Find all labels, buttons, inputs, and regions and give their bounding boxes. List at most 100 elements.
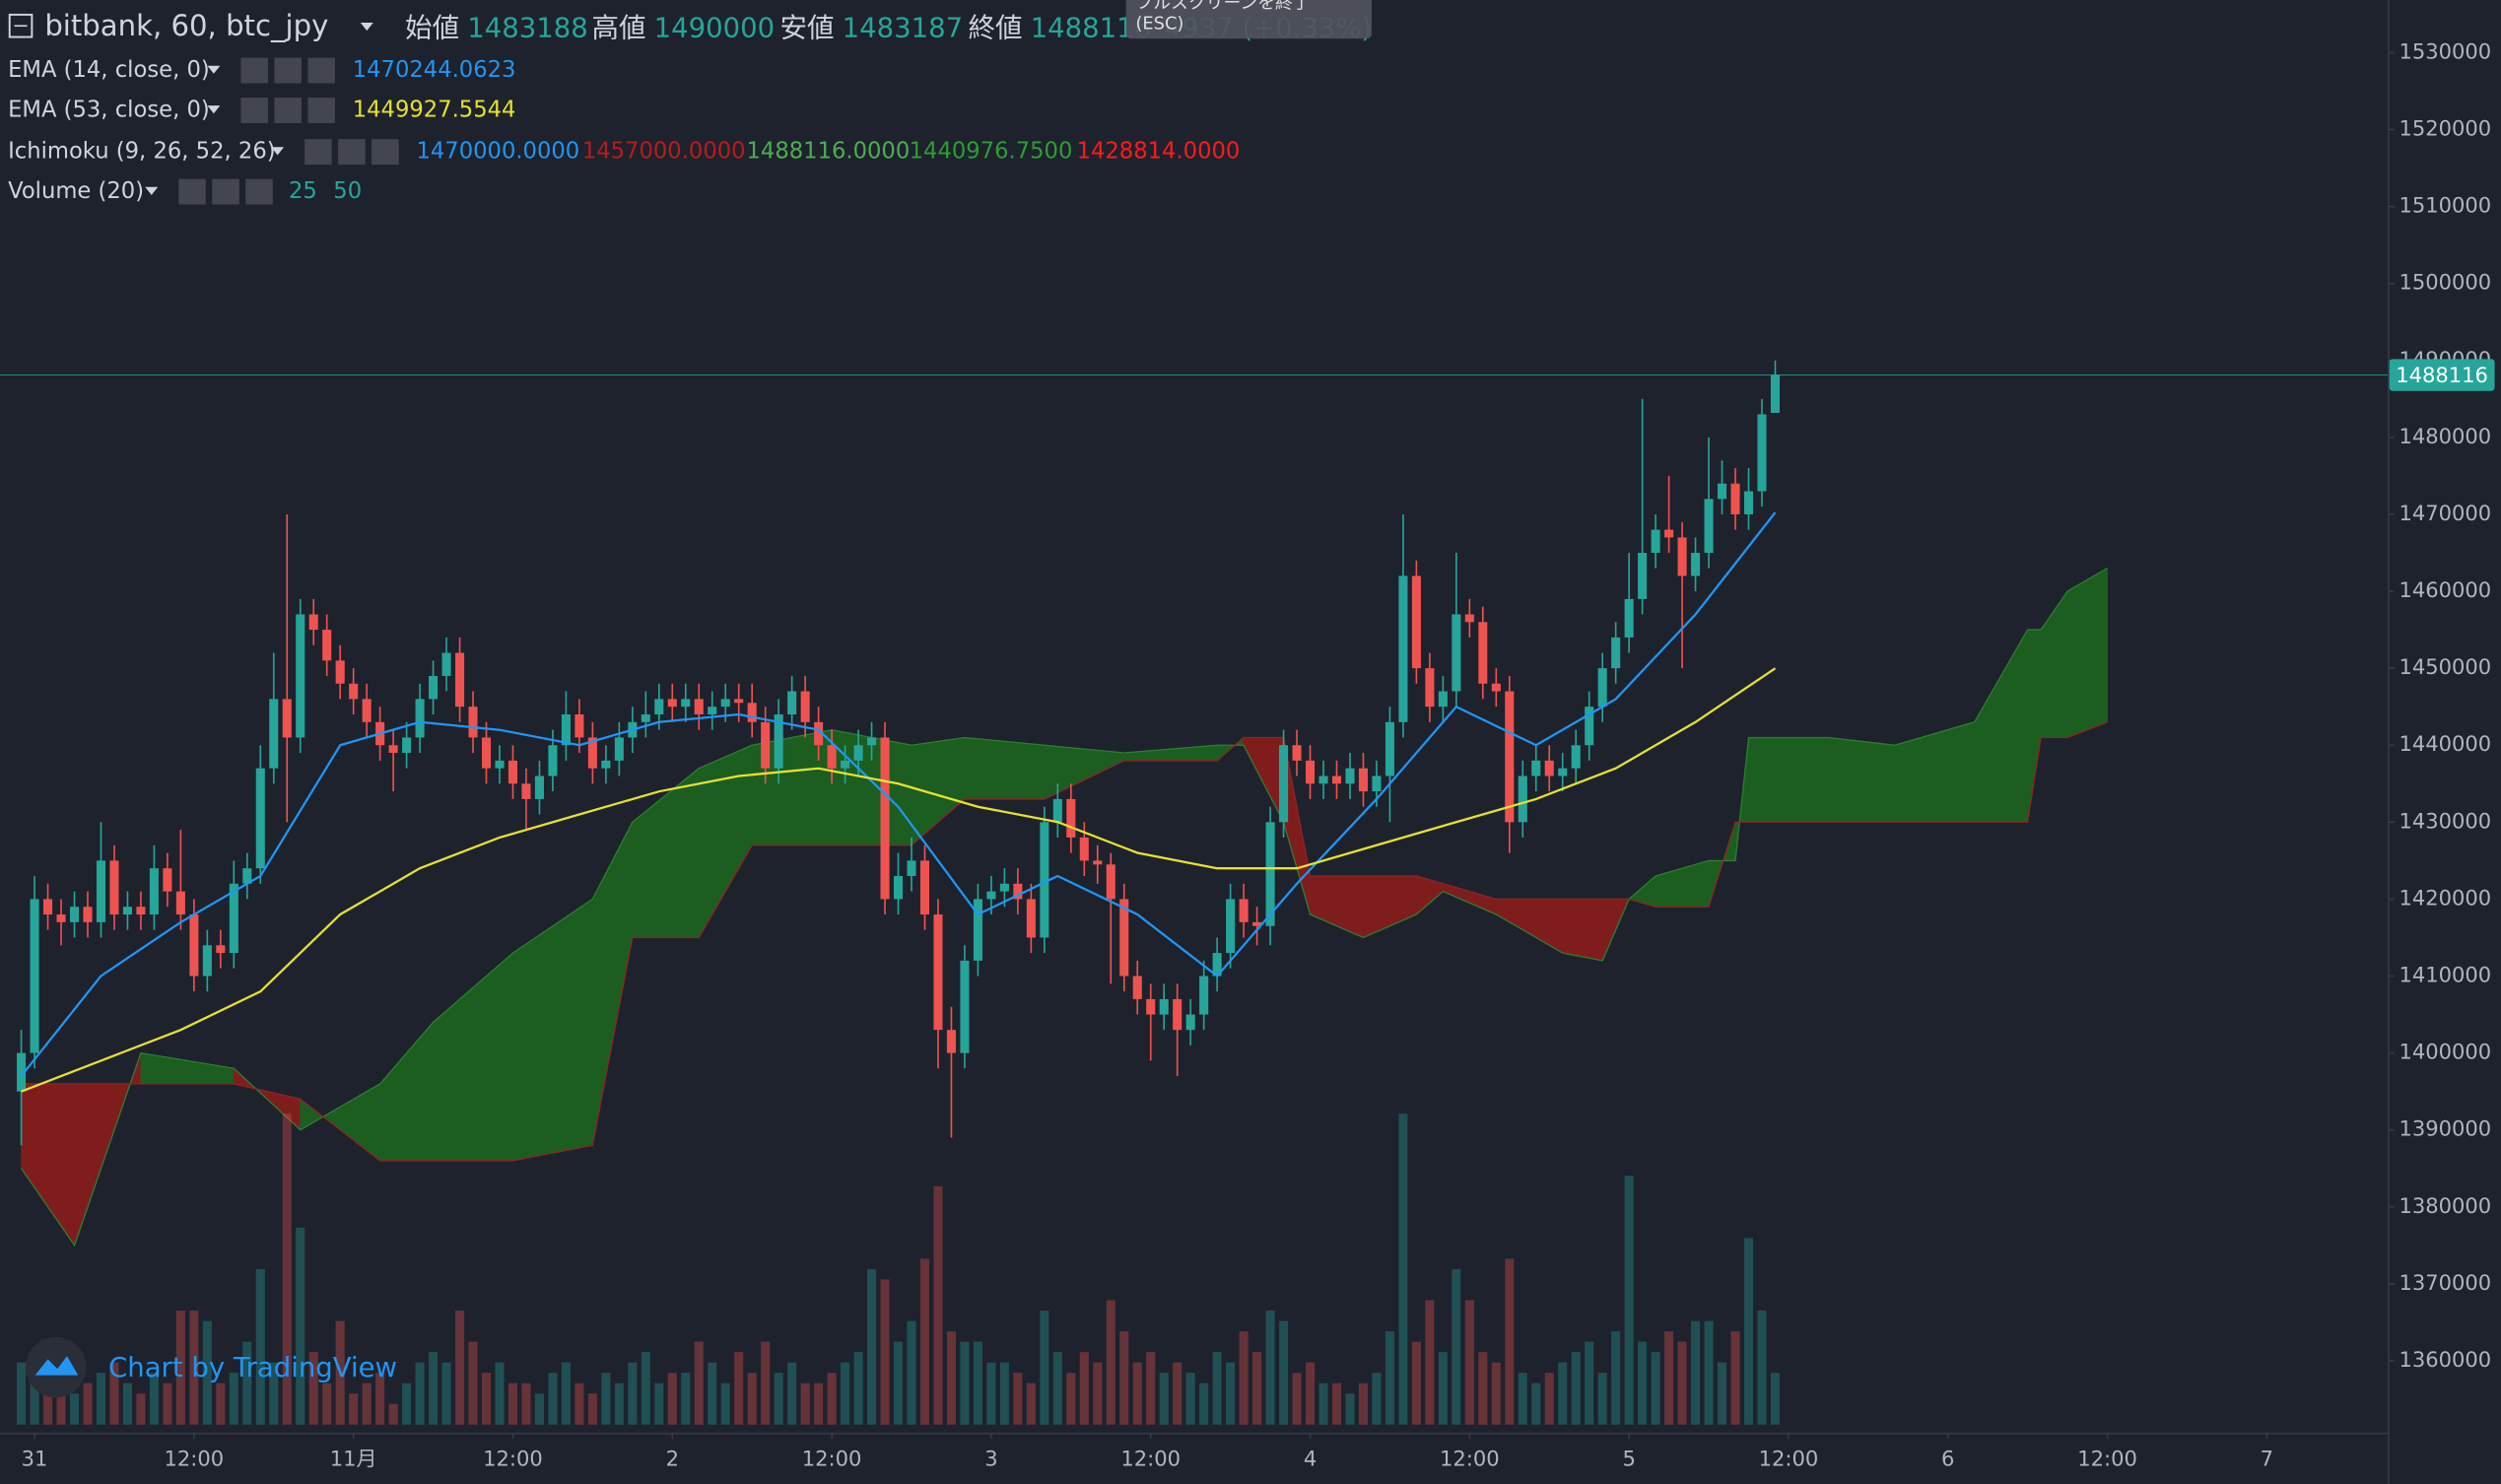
legend-caret[interactable] — [145, 186, 159, 195]
volume-bar — [1585, 1341, 1594, 1425]
candle-body — [814, 721, 824, 746]
watermark[interactable]: Chart by TradingView — [108, 1352, 397, 1383]
volume-bar — [1173, 1362, 1183, 1425]
candle-body — [774, 714, 783, 769]
ohlc-label: 安値 — [780, 12, 835, 43]
candle-body — [1638, 553, 1648, 599]
volume-bar — [415, 1362, 425, 1425]
x-tick-label: 31 — [22, 1446, 48, 1470]
candle-body — [122, 907, 132, 915]
volume-bar — [1677, 1341, 1687, 1425]
candle-body — [534, 776, 544, 799]
legend-title[interactable]: EMA (53, close, 0) — [8, 98, 210, 123]
volume-bar — [787, 1362, 797, 1425]
legend-buttons[interactable] — [178, 178, 273, 205]
candle-body — [853, 745, 863, 761]
legend-buttons[interactable] — [240, 57, 335, 84]
candle-body — [43, 899, 53, 915]
candle-body — [1544, 760, 1554, 776]
candle-body — [1438, 691, 1448, 708]
cloud-segment — [2066, 567, 2108, 739]
candle-body — [1717, 483, 1727, 500]
volume-bar — [1199, 1383, 1209, 1425]
legend-title[interactable]: EMA (14, close, 0) — [8, 57, 210, 83]
symbol[interactable]: bitbank, 60, btc_jpy — [44, 9, 328, 42]
y-tick-label: 1400000 — [2400, 1040, 2492, 1064]
candle-body — [30, 899, 39, 1053]
y-tick-label: 1410000 — [2400, 963, 2492, 987]
volume-bar — [1345, 1393, 1355, 1425]
candle-body — [867, 737, 877, 746]
volume-bar — [1691, 1320, 1701, 1425]
candle-body — [242, 868, 252, 884]
x-tick-label: 12:00 — [1759, 1446, 1819, 1470]
volume-bar — [1052, 1352, 1062, 1425]
candle-body — [189, 914, 199, 977]
legend-value: 1457000.0000 — [582, 139, 746, 165]
legend-buttons[interactable] — [304, 139, 399, 166]
y-tick-label: 1470000 — [2400, 501, 2492, 525]
legend-title[interactable]: Ichimoku (9, 26, 52, 26) — [8, 139, 276, 165]
candle-body — [441, 652, 451, 676]
y-tick-label: 1480000 — [2400, 424, 2492, 448]
volume-bar — [136, 1393, 146, 1425]
volume-bar — [893, 1341, 904, 1425]
volume-bar — [1146, 1352, 1156, 1425]
volume-bar — [1571, 1352, 1581, 1425]
volume-bar — [827, 1373, 837, 1425]
volume-bar — [747, 1373, 757, 1425]
volume-bar — [575, 1383, 584, 1425]
volume-bar — [17, 1362, 27, 1425]
y-tick-label: 1440000 — [2400, 731, 2492, 756]
candle-body — [561, 714, 571, 746]
candle-body — [999, 883, 1009, 892]
volume-bar — [335, 1320, 345, 1425]
candle-body — [322, 630, 332, 661]
legend-buttons[interactable] — [240, 98, 335, 123]
symbol-caret[interactable] — [360, 23, 373, 32]
volume-bar — [1279, 1320, 1289, 1425]
y-tick-label: 1390000 — [2400, 1116, 2492, 1141]
candle-body — [202, 945, 212, 977]
volume-bar — [1717, 1362, 1727, 1425]
volume-bar — [163, 1383, 172, 1425]
candle-body — [229, 883, 238, 954]
x-tick-label: 12:00 — [1440, 1446, 1500, 1470]
ichimoku-cloud — [20, 567, 2108, 1248]
volume-bar — [468, 1341, 478, 1425]
candle-body — [1052, 798, 1062, 823]
volume-bar — [216, 1383, 226, 1425]
candle-body — [1385, 721, 1394, 776]
volume-bar — [1624, 1176, 1634, 1425]
volume-bar — [1544, 1373, 1554, 1425]
candle-body — [1624, 598, 1634, 638]
legend-caret[interactable] — [207, 105, 221, 114]
candle-body — [1079, 837, 1089, 861]
collapse-icon[interactable] — [8, 13, 34, 38]
volume-bar — [1026, 1383, 1036, 1425]
legend-caret[interactable] — [207, 65, 221, 74]
candle-body — [1585, 707, 1594, 746]
volume-bar — [1252, 1352, 1262, 1425]
last-price-label: 1488116 — [2396, 363, 2488, 387]
candle-body — [1066, 798, 1076, 838]
volume-bar — [1743, 1238, 1754, 1425]
cloud-segment — [1562, 899, 1603, 962]
volume-bar — [960, 1341, 970, 1425]
candle-body — [296, 614, 305, 738]
legend-caret[interactable] — [271, 147, 285, 156]
legend-value: 25 — [289, 178, 317, 204]
candle-body — [1132, 976, 1142, 999]
candle-body — [17, 1052, 27, 1092]
candle-body — [1013, 883, 1023, 900]
legend-title[interactable]: Volume (20) — [8, 178, 144, 204]
candle-body — [986, 891, 996, 900]
candle-body — [1185, 1014, 1195, 1031]
volume-bar — [1212, 1352, 1222, 1425]
legend-value: 1449927.5544 — [353, 98, 516, 123]
candle-body — [349, 683, 359, 700]
volume-bar — [30, 1373, 39, 1425]
candle-body — [614, 737, 624, 761]
volume-bar — [1597, 1373, 1607, 1425]
